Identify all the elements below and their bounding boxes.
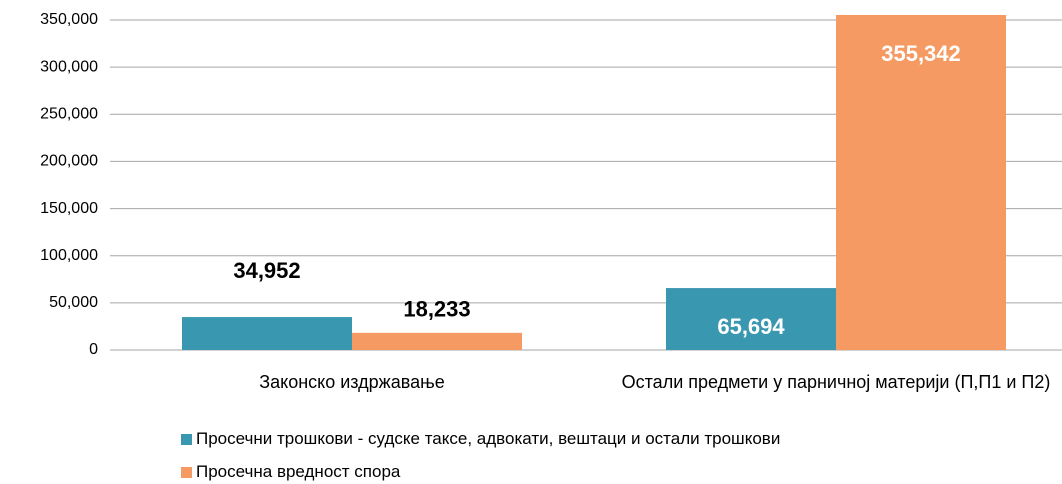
y-tick-label: 150,000: [40, 200, 98, 217]
y-tick-label: 0: [89, 341, 98, 358]
bar: [836, 14, 1006, 350]
bar: [352, 332, 522, 350]
legend-label: Просечни трошкови - судске таксе, адвока…: [196, 429, 781, 448]
y-tick-label: 100,000: [40, 247, 98, 264]
bar: [666, 288, 836, 350]
data-label: 18,233: [403, 297, 470, 322]
legend-item: Просечна вредност спора: [181, 462, 400, 482]
bar: [182, 317, 352, 350]
y-tick-label: 50,000: [49, 294, 98, 311]
legend-swatch: [181, 466, 192, 478]
y-tick-label: 350,000: [40, 11, 98, 28]
data-label: 34,952: [233, 258, 300, 283]
legend-swatch: [181, 433, 192, 445]
y-tick-label: 300,000: [40, 58, 98, 75]
y-tick-label: 200,000: [40, 153, 98, 170]
x-tick-label: Законско издржавање: [259, 372, 445, 392]
data-label: 65,694: [717, 314, 785, 339]
x-tick-label: Остали предмети у парничној материји (П,…: [621, 372, 1051, 392]
data-label: 355,342: [881, 41, 961, 66]
legend-label: Просечна вредност спора: [196, 462, 401, 481]
legend-item: Просечни трошкови - судске таксе, адвока…: [181, 429, 780, 449]
y-tick-label: 250,000: [40, 106, 98, 123]
